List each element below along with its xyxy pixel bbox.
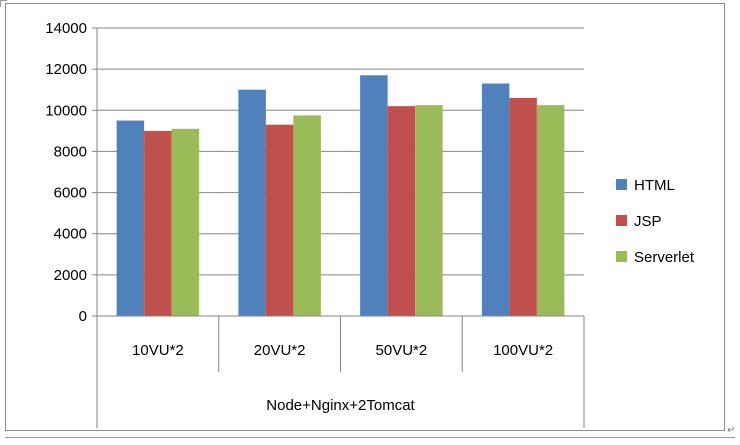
bar <box>238 89 266 316</box>
bar <box>387 106 416 317</box>
x-tick-label: 100VU*2 <box>493 342 553 359</box>
bar <box>360 75 388 316</box>
legend-label: Serverlet <box>634 249 695 266</box>
legend-swatch <box>616 215 627 226</box>
x-tick-label: 20VU*2 <box>254 342 306 359</box>
bar <box>481 83 510 317</box>
bars <box>116 75 565 317</box>
x-tick-label: 10VU*2 <box>132 342 184 359</box>
bar <box>509 97 537 316</box>
axes: 0 2000 4000 6000 8000 10000 12000 14000 10VU*2 20… <box>45 20 585 428</box>
y-tick-label: 0 <box>79 308 87 325</box>
bar <box>265 124 294 316</box>
bar <box>293 115 321 316</box>
y-tick-label: 4000 <box>54 226 87 243</box>
paragraph-return-mark: ↵ <box>727 425 736 436</box>
y-tick-label: 6000 <box>54 185 87 202</box>
x-group-label: Node+Nginx+2Tomcat <box>266 397 415 414</box>
corner-crop-mark <box>0 0 7 7</box>
legend-swatch <box>616 251 627 262</box>
y-tick-label: 2000 <box>54 267 87 284</box>
bar <box>171 128 200 316</box>
y-tick-label: 8000 <box>54 143 87 160</box>
x-tick-label: 50VU*2 <box>376 342 428 359</box>
bar <box>536 105 565 317</box>
legend-label: JSP <box>634 213 662 230</box>
y-tick-label: 10000 <box>45 102 87 119</box>
y-tick-label: 14000 <box>45 20 87 37</box>
legend-swatch <box>616 179 627 190</box>
bar <box>144 130 172 316</box>
legend-label: HTML <box>634 177 675 194</box>
legend: HTML JSP Serverlet <box>616 177 695 266</box>
page-divider <box>5 437 735 438</box>
bar <box>415 105 443 317</box>
y-tick-label: 12000 <box>45 61 87 78</box>
bar <box>116 120 145 316</box>
